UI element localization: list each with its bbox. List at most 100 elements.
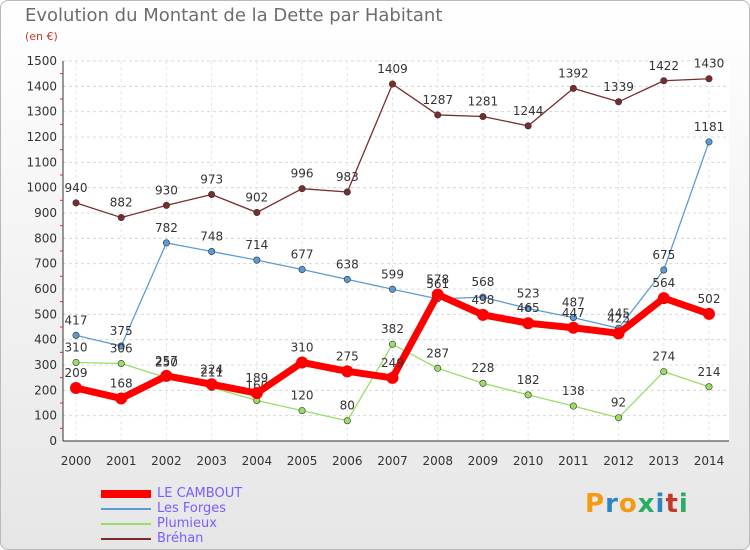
legend-swatch: [101, 523, 151, 525]
data-label: 578: [426, 273, 449, 287]
y-tick-label: 200: [34, 383, 57, 397]
data-point: [524, 305, 532, 313]
data-label: 211: [200, 366, 223, 380]
data-label: 523: [517, 287, 540, 301]
x-tick-label: 2007: [377, 454, 408, 468]
data-label: 882: [110, 196, 133, 210]
data-label: 257: [155, 354, 178, 368]
logo-letter: P: [585, 489, 606, 519]
x-tick-label: 2013: [649, 454, 680, 468]
data-label: 1422: [649, 59, 680, 73]
data-label: 1281: [468, 94, 499, 108]
data-label: 80: [340, 399, 355, 413]
y-tick-label: 300: [34, 358, 57, 372]
y-tick-label: 1200: [26, 130, 57, 144]
data-label: 275: [336, 349, 359, 363]
data-label: 228: [471, 361, 494, 375]
data-point: [386, 371, 399, 384]
data-label: 1181: [694, 120, 725, 134]
data-label: 1287: [422, 93, 453, 107]
logo-letter: r: [605, 489, 619, 519]
data-point: [115, 392, 128, 405]
data-label: 561: [426, 277, 449, 291]
data-label: 310: [65, 340, 88, 354]
data-label: 973: [200, 173, 223, 187]
y-tick-label: 900: [34, 206, 57, 220]
y-tick-label: 1500: [26, 54, 57, 68]
y-tick-label: 400: [34, 333, 57, 347]
data-point: [72, 331, 80, 339]
data-point: [298, 265, 306, 273]
data-label: 502: [698, 292, 721, 306]
data-point: [434, 111, 442, 119]
data-point: [522, 317, 535, 330]
data-point: [296, 356, 309, 369]
data-point: [250, 387, 263, 400]
data-point: [660, 368, 668, 376]
data-point: [524, 391, 532, 399]
x-tick-label: 2005: [287, 454, 318, 468]
x-tick-label: 2000: [61, 454, 92, 468]
data-label: 1339: [603, 80, 634, 94]
data-point: [388, 285, 396, 293]
data-label: 310: [291, 340, 314, 354]
data-label: 445: [607, 306, 630, 320]
x-tick-label: 2008: [422, 454, 453, 468]
data-point: [253, 256, 261, 264]
proxiti-logo: Proxiti: [585, 489, 689, 519]
data-label: 568: [471, 275, 494, 289]
data-point: [72, 358, 80, 366]
data-label: 209: [65, 366, 88, 380]
data-label: 996: [291, 167, 314, 181]
data-point: [162, 201, 170, 209]
legend-swatch: [101, 508, 151, 510]
data-point: [298, 185, 306, 193]
data-label: 638: [336, 257, 359, 271]
data-label: 1392: [558, 66, 589, 80]
x-tick-label: 2011: [558, 454, 589, 468]
y-tick-label: 800: [34, 231, 57, 245]
data-label: 375: [110, 324, 133, 338]
data-point: [524, 122, 532, 130]
data-point: [343, 275, 351, 283]
data-point: [703, 307, 715, 320]
x-tick-label: 2001: [106, 454, 137, 468]
y-tick-label: 600: [34, 282, 57, 296]
legend-label: Bréhan: [157, 531, 204, 546]
data-label: 599: [381, 267, 404, 281]
data-label: 983: [336, 170, 359, 184]
data-label: 189: [245, 371, 268, 385]
y-tick-label: 700: [34, 257, 57, 271]
y-tick-label: 1000: [26, 181, 57, 195]
data-label: 224: [200, 362, 223, 376]
data-point: [705, 383, 713, 391]
data-point: [612, 327, 625, 340]
data-label: 92: [611, 396, 626, 410]
data-point: [479, 379, 487, 387]
legend-swatch: [101, 538, 151, 540]
logo-letter: i: [655, 489, 666, 519]
data-point: [205, 378, 218, 391]
data-point: [615, 98, 623, 106]
legend-label: LE CAMBOUT: [157, 486, 243, 501]
data-point: [660, 266, 668, 274]
data-label: 417: [65, 313, 88, 327]
data-label: 214: [698, 365, 721, 379]
data-point: [431, 288, 444, 301]
data-label: 498: [471, 293, 494, 307]
data-label: 250: [155, 356, 178, 370]
data-point: [117, 214, 125, 222]
data-point: [70, 382, 82, 395]
x-tick-label: 2010: [513, 454, 544, 468]
data-point: [208, 191, 216, 199]
data-point: [117, 359, 125, 367]
data-label: 748: [200, 230, 223, 244]
data-label: 465: [517, 301, 540, 315]
data-point: [479, 112, 487, 120]
y-tick-label: 100: [34, 409, 57, 423]
data-label: 182: [517, 373, 540, 387]
logo-letter: x: [637, 489, 656, 519]
data-point: [160, 369, 173, 382]
